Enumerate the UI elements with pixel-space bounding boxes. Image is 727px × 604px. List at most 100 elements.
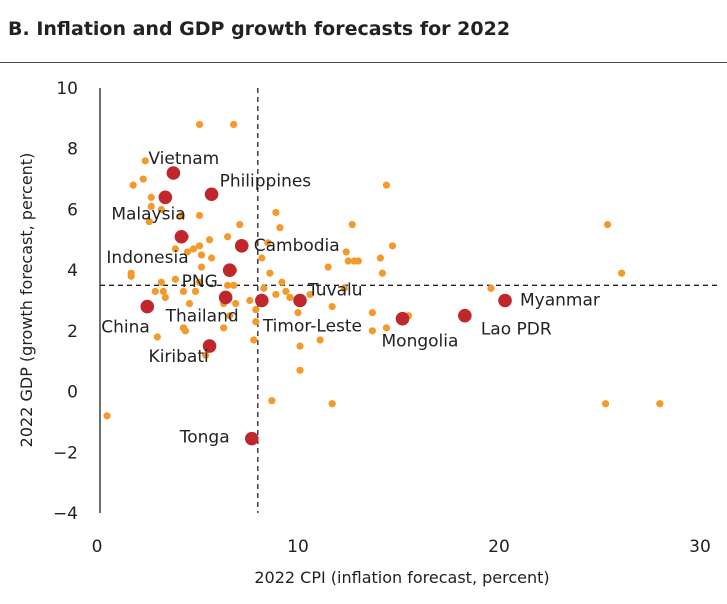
y-tick-label: −4 (53, 504, 78, 524)
data-point (656, 400, 664, 408)
chart-title: B. Inflation and GDP growth forecasts fo… (8, 18, 511, 40)
highlighted-point (458, 308, 472, 323)
x-tick-label: 20 (488, 537, 510, 557)
data-point (197, 263, 206, 271)
point-label: Malaysia (111, 204, 185, 224)
data-point (189, 245, 198, 253)
data-point (272, 208, 280, 217)
data-point (181, 327, 190, 335)
data-point (195, 120, 204, 129)
data-point (388, 242, 397, 250)
data-point (177, 211, 186, 220)
data-point (226, 312, 234, 320)
point-label: Vietnam (148, 149, 219, 169)
data-point (260, 284, 268, 292)
data-point (376, 254, 385, 262)
data-point (272, 290, 280, 299)
data-point (159, 287, 167, 295)
data-point (268, 397, 276, 405)
data-point (246, 296, 254, 305)
data-point (340, 284, 348, 292)
data-point (348, 221, 356, 229)
y-tick-label: 4 (67, 261, 78, 281)
data-point (282, 287, 290, 295)
y-tick-label: 2 (67, 322, 78, 342)
point-label: Mongolia (382, 332, 459, 352)
data-point (230, 120, 238, 129)
data-point (316, 336, 324, 344)
data-point (185, 299, 194, 308)
point-label: PNG (182, 272, 218, 292)
data-point (129, 181, 137, 189)
data-point (171, 245, 179, 253)
data-point (220, 324, 228, 332)
x-tick-label: 0 (92, 537, 103, 557)
data-point (161, 293, 169, 302)
data-point (224, 281, 232, 289)
data-point (487, 284, 495, 292)
highlighted-point (140, 299, 155, 314)
data-point (258, 254, 266, 262)
highlighted-point (244, 431, 259, 446)
data-point (266, 269, 274, 277)
point-label: Cambodia (254, 236, 340, 256)
highlighted-point (202, 339, 217, 353)
highlighted-point (204, 187, 219, 202)
data-point (171, 275, 179, 283)
data-point (195, 211, 204, 220)
data-point (230, 281, 238, 289)
data-point (342, 248, 350, 256)
y-tick-label: 8 (67, 140, 78, 160)
y-tick-label: 6 (67, 200, 78, 220)
data-point (250, 336, 258, 344)
point-label: Myanmar (520, 291, 600, 311)
data-point (147, 202, 155, 210)
highlighted-point (395, 311, 410, 326)
data-point (603, 221, 612, 229)
data-point (197, 251, 206, 259)
highlighted-point (234, 239, 249, 253)
data-point (378, 269, 387, 277)
data-point (252, 306, 260, 314)
highlighted-point (255, 293, 269, 308)
data-point (264, 239, 272, 247)
point-label: Timor-Leste (262, 317, 362, 337)
point-label: Tuvalu (307, 281, 363, 301)
data-point (354, 257, 362, 265)
title-divider (0, 62, 727, 63)
highlighted-point (174, 229, 189, 244)
data-point (368, 327, 376, 335)
data-point (145, 217, 153, 226)
data-point (157, 278, 165, 286)
data-point (207, 254, 216, 262)
data-point (201, 351, 210, 359)
x-tick-label: 10 (287, 537, 309, 557)
data-point (236, 221, 244, 229)
data-point (151, 287, 159, 295)
y-tick-label: −2 (53, 443, 78, 463)
data-point (278, 278, 286, 286)
data-point (601, 400, 610, 408)
data-point (296, 366, 304, 374)
data-point (294, 309, 302, 317)
highlighted-point (166, 166, 181, 180)
data-point (232, 299, 240, 308)
data-point (276, 224, 284, 232)
data-point (286, 293, 294, 302)
data-point (382, 324, 391, 332)
data-point (224, 233, 232, 241)
point-label: Kiribati (149, 347, 209, 367)
data-point (195, 242, 204, 250)
data-point (328, 400, 336, 408)
data-point (324, 263, 332, 271)
point-label: Tonga (179, 428, 230, 448)
point-label: Lao PDR (481, 320, 552, 340)
y-tick-label: 0 (67, 383, 78, 403)
data-point (157, 205, 165, 214)
point-label: Philippines (220, 171, 312, 191)
data-point (618, 269, 626, 277)
data-point (183, 248, 192, 256)
